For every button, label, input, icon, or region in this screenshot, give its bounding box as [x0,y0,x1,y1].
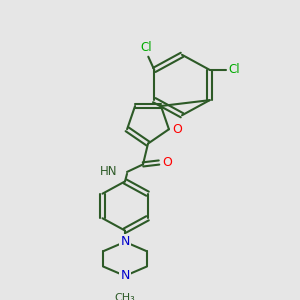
Text: Cl: Cl [140,41,152,54]
Text: N: N [120,236,130,248]
Text: Cl: Cl [228,63,239,76]
Text: O: O [172,123,182,136]
Text: N: N [120,269,130,282]
Text: O: O [162,156,172,169]
Text: CH₃: CH₃ [115,292,135,300]
Text: HN: HN [100,164,117,178]
